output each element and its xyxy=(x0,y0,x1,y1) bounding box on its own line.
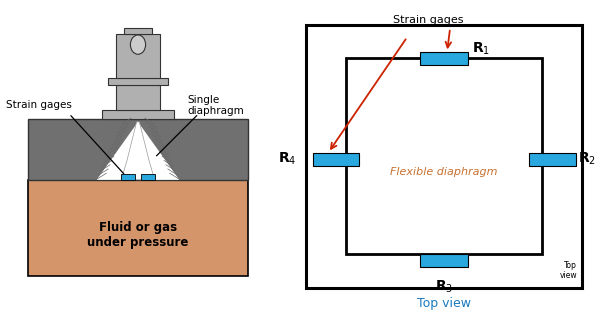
Text: Top
view: Top view xyxy=(560,261,577,280)
Bar xyxy=(346,58,542,255)
Bar xyxy=(306,25,582,288)
Bar xyxy=(102,110,174,119)
Bar xyxy=(313,153,359,166)
Bar xyxy=(142,174,155,180)
Bar xyxy=(124,27,152,33)
Bar xyxy=(419,255,469,267)
Bar xyxy=(419,52,469,65)
Ellipse shape xyxy=(130,35,146,54)
Text: R$_3$: R$_3$ xyxy=(435,279,453,295)
Polygon shape xyxy=(97,122,179,180)
Bar xyxy=(121,174,134,180)
Text: Fluid or gas
under pressure: Fluid or gas under pressure xyxy=(88,221,188,249)
Text: Strain gages: Strain gages xyxy=(394,15,464,25)
Text: Top view: Top view xyxy=(417,297,471,310)
Bar xyxy=(28,119,248,180)
Text: Single
diaphragm: Single diaphragm xyxy=(188,94,244,116)
Bar xyxy=(116,85,160,110)
Bar xyxy=(529,153,575,166)
Polygon shape xyxy=(121,122,155,179)
Text: Flexible diaphragm: Flexible diaphragm xyxy=(390,167,498,177)
Bar xyxy=(28,180,248,277)
Text: Strain gages: Strain gages xyxy=(5,100,71,110)
Text: R$_4$: R$_4$ xyxy=(278,151,296,167)
Text: R$_1$: R$_1$ xyxy=(472,40,490,56)
Bar xyxy=(116,33,160,78)
Text: R$_2$: R$_2$ xyxy=(578,151,596,167)
Bar xyxy=(107,78,169,85)
